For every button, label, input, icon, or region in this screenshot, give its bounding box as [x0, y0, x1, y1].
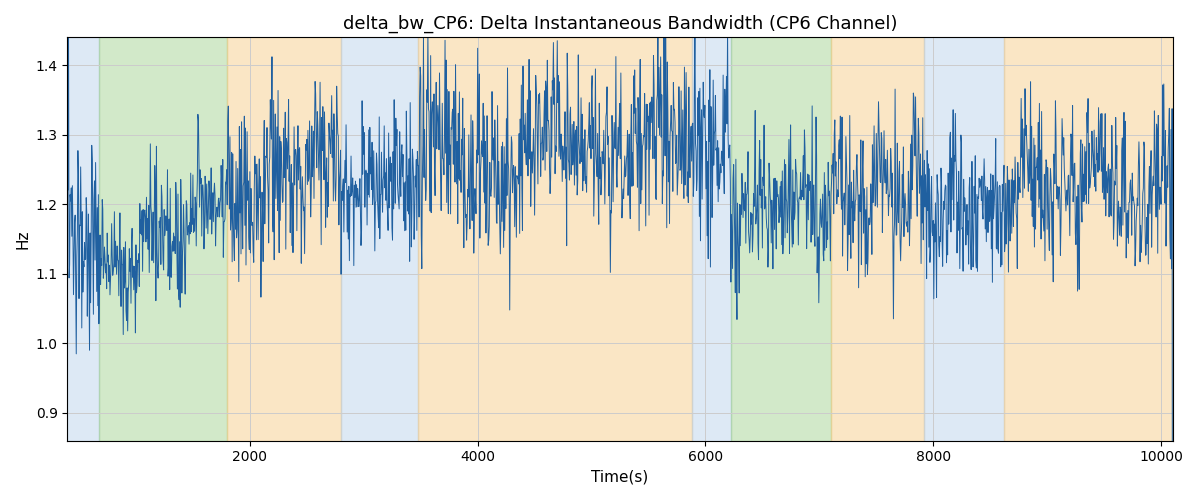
X-axis label: Time(s): Time(s): [592, 470, 649, 485]
Bar: [341, 38, 419, 440]
Bar: [1004, 38, 1172, 440]
Bar: [227, 38, 341, 440]
Y-axis label: Hz: Hz: [16, 230, 30, 249]
Bar: [419, 38, 692, 440]
Bar: [100, 38, 227, 440]
Bar: [830, 38, 924, 440]
Bar: [731, 38, 830, 440]
Bar: [692, 38, 731, 440]
Bar: [67, 38, 100, 440]
Bar: [924, 38, 1004, 440]
Title: delta_bw_CP6: Delta Instantaneous Bandwidth (CP6 Channel): delta_bw_CP6: Delta Instantaneous Bandwi…: [343, 15, 898, 34]
